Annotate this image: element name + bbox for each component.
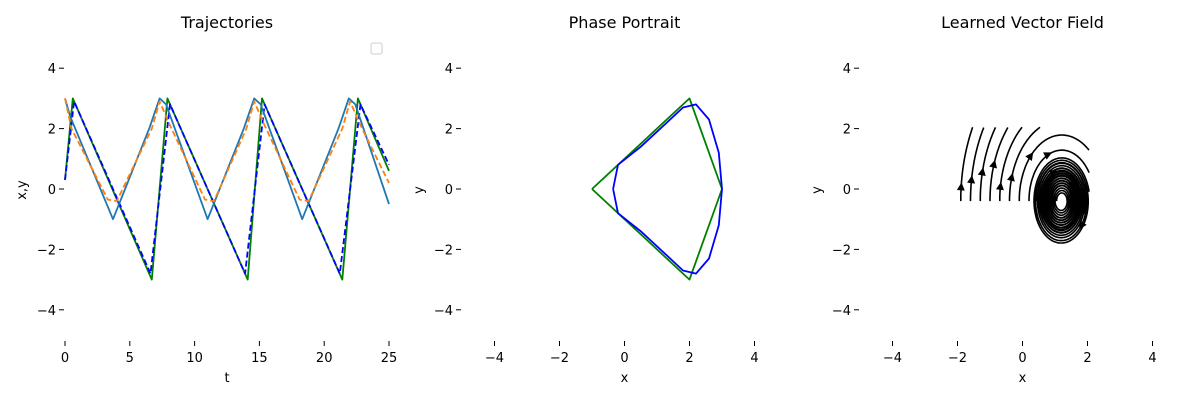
y-tick-label: −2 [37,243,56,258]
y-tick-label: −4 [37,304,56,319]
y-axis-label: y [412,186,427,194]
x-tick-label: 2 [1083,351,1091,366]
stream-arrow [956,182,965,191]
stream-arrow [967,175,976,184]
stream-arrow [1007,172,1015,182]
vector-field-panel: Learned Vector Field −4 −2 0 2 4 4 2 0 −2 −4 x y [810,13,1157,386]
x-axis-label: t [224,371,229,386]
series-line [591,97,723,281]
series-line [64,97,390,221]
y-tick-label: 2 [48,123,56,138]
series-line [64,97,390,281]
streamline [979,127,997,202]
chart-title: Trajectories [180,13,273,32]
x-tick-label: 2 [685,351,693,366]
streamline [1018,134,1090,202]
y-tick-label: 0 [445,183,453,198]
y-tick-label: −2 [434,243,453,258]
stream-arrow [1025,152,1034,161]
x-axis-label: x [621,371,629,386]
x-tick-label: 25 [381,351,398,366]
y-tick-label: 4 [445,62,453,77]
series-line [64,98,390,202]
y-tick-label: −2 [832,243,851,258]
x-tick-label: −4 [883,351,902,366]
streamline [969,127,985,202]
x-tick-label: 4 [750,351,758,366]
stream-arrow [989,159,997,169]
phase-portrait-panel: Phase Portrait −4 −2 0 2 4 4 2 0 −2 −4 x y [412,13,759,386]
stream-arrow [1067,180,1075,189]
chart-title: Learned Vector Field [941,13,1104,32]
x-axis-label: x [1019,371,1027,386]
x-tick-label: 0 [620,351,628,366]
x-tick-label: 0 [61,351,69,366]
series-line [612,103,723,275]
y-tick-label: 0 [843,183,851,198]
streamline [1008,126,1041,202]
legend-box [370,42,383,55]
stream-arrow [1043,152,1053,160]
y-tick-label: 4 [843,62,851,77]
chart-title: Phase Portrait [569,13,681,32]
y-tick-label: 2 [445,123,453,138]
x-tick-label: 20 [316,351,333,366]
x-tick-label: −2 [948,351,967,366]
x-tick-label: 10 [186,351,203,366]
x-tick-label: 4 [1148,351,1156,366]
series-line [64,100,390,275]
y-axis-label: x,y [15,180,30,200]
stream-arrow [996,181,1004,191]
y-tick-label: 4 [48,62,56,77]
streamline [1041,170,1081,231]
y-axis-label: y [810,186,825,194]
stream-arrow [977,167,986,176]
y-tick-label: 0 [48,183,56,198]
y-tick-label: −4 [832,304,851,319]
y-tick-label: −4 [434,304,453,319]
x-tick-label: −2 [550,351,569,366]
x-tick-label: 15 [251,351,268,366]
x-tick-label: −4 [485,351,504,366]
x-tick-label: 0 [1018,351,1026,366]
x-tick-label: 5 [126,351,134,366]
y-tick-label: 2 [843,123,851,138]
